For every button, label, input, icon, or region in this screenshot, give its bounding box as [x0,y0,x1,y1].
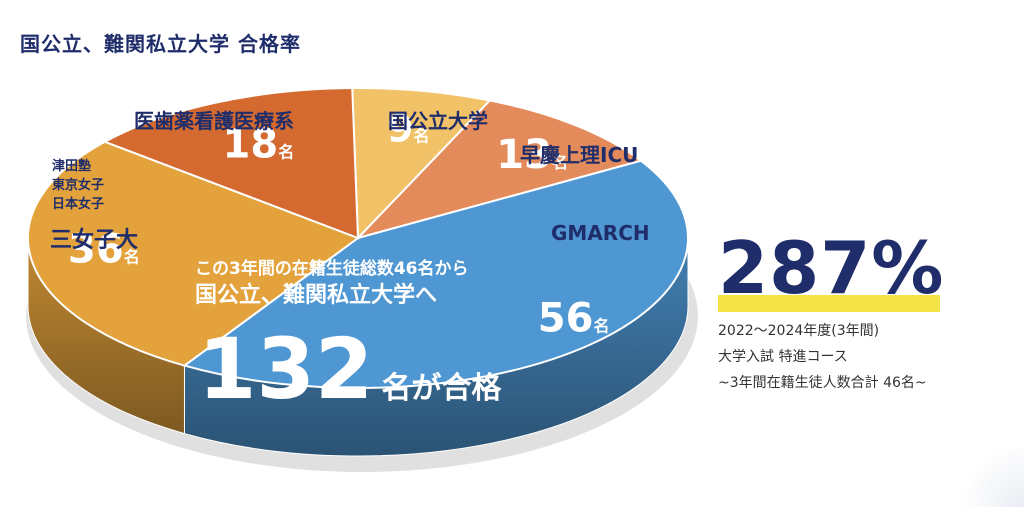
category-label-1: 早慶上理ICU [520,143,638,167]
pie-slice-1 [354,99,644,240]
pass-rate: 287% [718,226,945,310]
slice-value-2: 56名 [538,295,610,341]
pie-slice-4 [102,87,360,240]
pie-slice-3 [27,140,361,367]
slice-value-3: 36名 [68,227,140,273]
slice-value-0: 9名 [387,106,429,150]
slice-value-1: 13名 [496,132,568,178]
total-passed: 132 名が合格 [198,320,502,418]
category-label-3: 三女子大 [50,227,138,253]
note-students: ~3年間在籍生徒人数合計 46名~ [718,375,927,391]
pie-slice-2 [182,159,689,389]
category-label-2: GMARCH [551,221,650,245]
sub-label-0: 津田塾 [52,158,91,174]
corner-decoration [954,447,1024,507]
overlay-line1: この3年間の在籍生徒総数46名から [195,258,469,279]
stats-panel: 287% 2022～2024年度(3年間) 大学入試 特進コース ~3年間在籍生… [718,228,1008,396]
rate-highlight [718,295,940,312]
slice-value-4: 18名 [223,121,295,167]
chart-title: 国公立、難関私立大学 合格率 [20,32,301,56]
note-period: 2022～2024年度(3年間) [718,323,880,339]
category-label-0: 国公立大学 [388,109,488,133]
overlay-line2: 国公立、難関私立大学へ [195,282,437,308]
sub-label-1: 東京女子 [52,177,104,193]
stats-notes: 2022～2024年度(3年間) 大学入試 特進コース ~3年間在籍生徒人数合計… [718,318,1008,396]
category-label-4: 医歯薬看護医療系 [134,109,294,133]
note-course: 大学入試 特進コース [718,349,848,365]
pie-slice-0 [351,87,492,241]
sub-label-2: 日本女子 [52,196,104,212]
